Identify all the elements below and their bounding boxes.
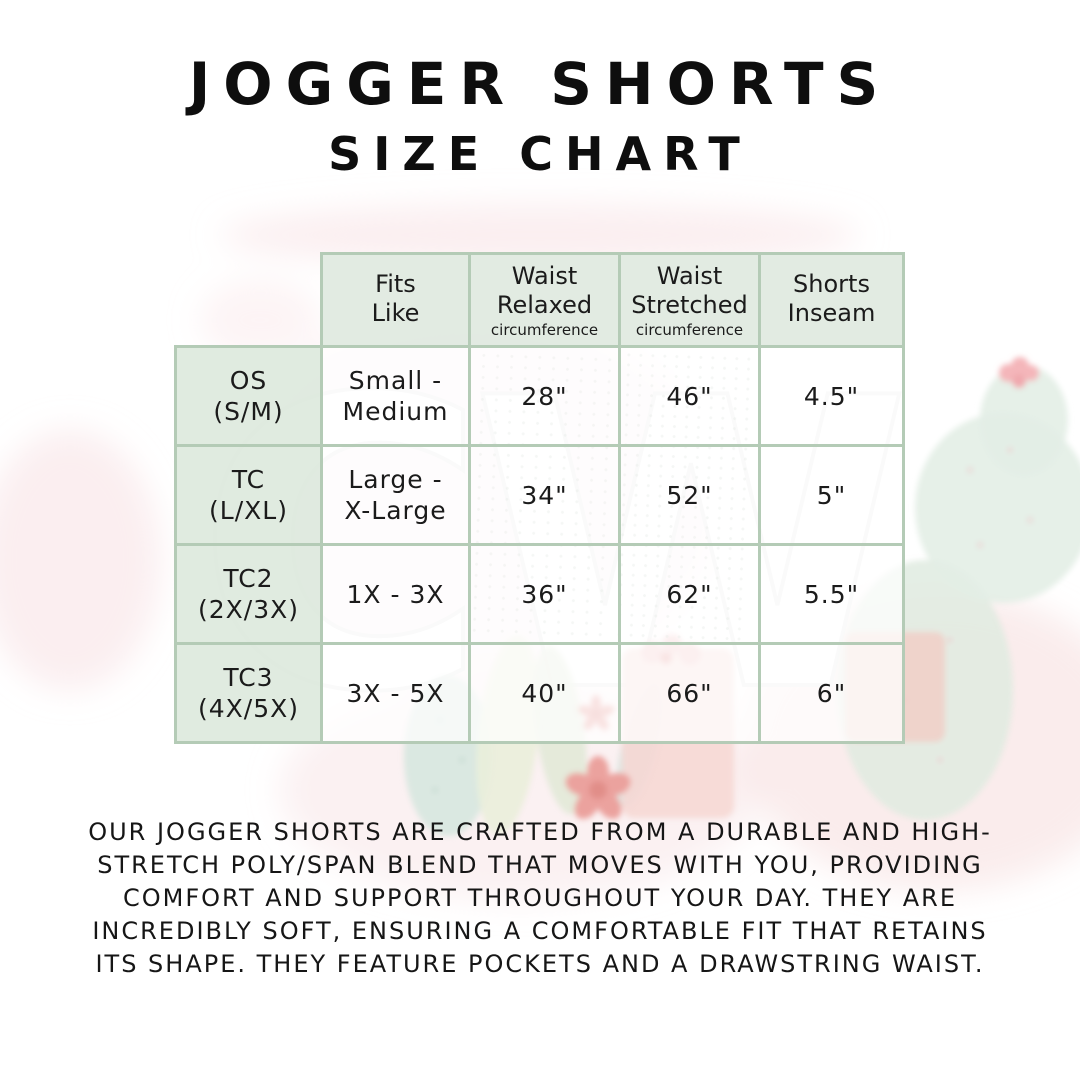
- fits-like-cell: Large - X-Large: [320, 444, 471, 546]
- waist-relaxed-cell: 40": [468, 642, 621, 744]
- size-code: TC2: [223, 564, 274, 593]
- waist-stretched-cell: 66": [618, 642, 761, 744]
- fits-like-value: 3X - 5X: [346, 678, 445, 708]
- corner-cell: [176, 254, 322, 347]
- header-label: Like: [371, 299, 420, 327]
- size-range: (4X/5X): [198, 694, 299, 723]
- column-header-shorts-inseam: Shorts Inseam: [758, 252, 905, 348]
- header-sublabel: circumference: [635, 320, 744, 339]
- description-line: STRETCH POLY/SPAN BLEND THAT MOVES WITH …: [97, 851, 983, 879]
- fits-like-value: Large -: [348, 465, 443, 494]
- description-line: INCREDIBLY SOFT, ENSURING A COMFORTABLE …: [92, 917, 988, 945]
- size-range: (2X/3X): [198, 595, 299, 624]
- column-header-waist-relaxed: Waist Relaxed circumference: [468, 252, 621, 348]
- waist-relaxed-cell: 28": [468, 345, 621, 447]
- table-row-tc: TC (L/XL) Large - X-Large 34" 52" 5": [174, 444, 905, 546]
- size-label-cell: TC2 (2X/3X): [174, 543, 323, 645]
- waist-relaxed-cell: 34": [468, 444, 621, 546]
- fits-like-value: 1X - 3X: [346, 579, 445, 609]
- size-range: (L/XL): [209, 496, 288, 525]
- waist-stretched-cell: 62": [618, 543, 761, 645]
- column-header-fits-like: Fits Like: [320, 252, 471, 348]
- header-label: Stretched: [631, 290, 748, 319]
- fits-like-value: X-Large: [344, 496, 447, 525]
- header-sublabel: circumference: [490, 320, 599, 339]
- size-chart-table: Fits Like Waist Relaxed circumference Wa…: [174, 252, 905, 744]
- fits-like-value: Medium: [342, 397, 449, 426]
- description-line: OUR JOGGER SHORTS ARE CRAFTED FROM A DUR…: [88, 818, 992, 846]
- header-label: Waist: [656, 261, 723, 290]
- table-row-tc2: TC2 (2X/3X) 1X - 3X 36" 62" 5.5": [174, 543, 905, 645]
- header-label: Inseam: [787, 299, 876, 327]
- flower-icon: [565, 756, 631, 820]
- header-label: Waist: [511, 261, 578, 290]
- inseam-cell: 5": [758, 444, 905, 546]
- table-row-os: OS (S/M) Small - Medium 28" 46" 4.5": [174, 345, 905, 447]
- flower-icon: [999, 357, 1039, 388]
- table-row-tc3: TC3 (4X/5X) 3X - 5X 40" 66" 6": [174, 642, 905, 744]
- size-label-cell: OS (S/M): [174, 345, 323, 447]
- header-label: Shorts: [793, 270, 870, 298]
- waist-stretched-cell: 46": [618, 345, 761, 447]
- size-code: TC: [231, 465, 266, 494]
- fits-like-value: Small -: [348, 366, 443, 395]
- description-line: COMFORT AND SUPPORT THROUGHOUT YOUR DAY.…: [122, 884, 958, 912]
- column-header-waist-stretched: Waist Stretched circumference: [618, 252, 761, 348]
- page-title: JOGGER SHORTS: [188, 50, 892, 118]
- waist-relaxed-cell: 36": [468, 543, 621, 645]
- fits-like-cell: 3X - 5X: [320, 642, 471, 744]
- pink-wash: [0, 430, 160, 690]
- description-line: ITS SHAPE. THEY FEATURE POCKETS AND A DR…: [95, 950, 985, 978]
- size-label-cell: TC (L/XL): [174, 444, 323, 546]
- header-label: Relaxed: [496, 290, 593, 319]
- inseam-cell: 5.5": [758, 543, 905, 645]
- fits-like-cell: Small - Medium: [320, 345, 471, 447]
- inseam-cell: 6": [758, 642, 905, 744]
- waist-stretched-cell: 52": [618, 444, 761, 546]
- header-row: Fits Like Waist Relaxed circumference Wa…: [176, 252, 905, 348]
- product-description: OUR JOGGER SHORTS ARE CRAFTED FROM A DUR…: [40, 816, 1040, 981]
- size-range: (S/M): [213, 397, 284, 426]
- size-label-cell: TC3 (4X/5X): [174, 642, 323, 744]
- inseam-cell: 4.5": [758, 345, 905, 447]
- size-code: TC3: [223, 663, 274, 692]
- fits-like-cell: 1X - 3X: [320, 543, 471, 645]
- header-label: Fits: [375, 270, 416, 298]
- page-subtitle: SIZE CHART: [328, 127, 752, 181]
- size-code: OS: [229, 366, 268, 395]
